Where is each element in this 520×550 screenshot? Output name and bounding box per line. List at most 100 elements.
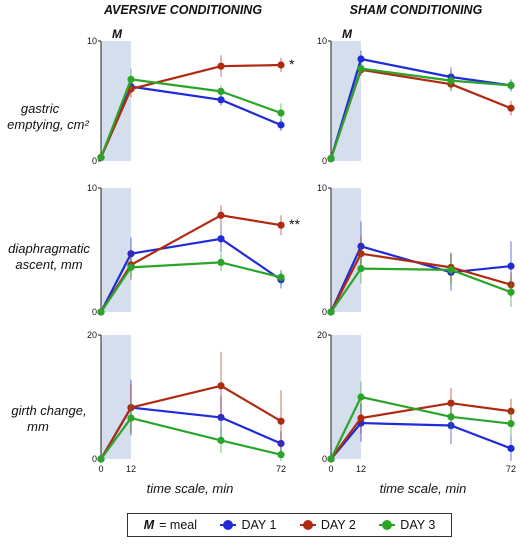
aversive-girth-x-tick-label-0: 0 [98,464,103,474]
sham-diaphragmatic-day3-line [330,267,512,313]
aversive-diaphragmatic-day3-point-3 [277,273,285,281]
sham-gastric-day2-point-3 [507,104,515,112]
aversive-gastric-meal-marker: M [112,27,123,41]
column-title-sham: SHAM CONDITIONING [350,3,483,17]
sham-diaphragmatic-y-tick-label-top: 10 [317,183,327,193]
sham-girth-day2-point-1 [357,414,365,422]
sham-gastric-y-tick-label-bottom: 0 [322,156,327,166]
sham-gastric-y-tick-label-top: 10 [317,36,327,46]
legend-meal-text: = meal [159,518,198,532]
aversive-diaphragmatic-day3-line [100,261,282,313]
aversive-gastric-day2-line [99,63,282,158]
aversive-gastric-y-tick-label-bottom: 0 [92,156,97,166]
sham-girth-day3-point-3 [507,420,515,428]
column-title-aversive: AVERSIVE CONDITIONING [103,3,262,17]
aversive-girth-day3-point-3 [277,451,285,459]
sham-girth-day3-point-0 [327,455,335,463]
sham-diaphragmatic-meal-window [331,188,361,312]
aversive-diaphragmatic-day1-line [100,237,282,313]
sham-gastric-day1-line [329,57,512,159]
aversive-girth-x-tick-label-72: 72 [276,464,286,474]
aversive-gastric-day1-point-3 [277,121,285,129]
sham-girth-day1-line [330,421,512,460]
sham-girth-y-tick-label-bottom: 0 [322,454,327,464]
sham-diaphragmatic-day1-point-3 [507,262,515,270]
sham-girth-y-tick-label-top: 20 [317,330,327,340]
sham-gastric-day3-point-1 [357,65,365,73]
legend-day2-label: DAY 2 [320,518,356,532]
sham-gastric-day3-point-2 [447,77,455,85]
aversive-gastric-day3-point-3 [277,109,285,117]
aversive-diaphragmatic-day2-point-3 [277,221,285,229]
aversive-diaphragmatic-day1-point-2 [217,235,225,243]
aversive-girth-day3-point-0 [97,455,105,463]
aversive-diaphragmatic-day3-point-2 [217,258,225,266]
sham-girth-x-tick-label-0: 0 [328,464,333,474]
legend-day1-marker [220,520,237,530]
sham-diaphragmatic-y-tick-label-bottom: 0 [322,307,327,317]
sham-diaphragmatic-day3-point-2 [447,266,455,274]
aversive-girth-day3-point-1 [127,414,135,422]
legend-meal-key: M = meal [144,518,197,532]
sham-girth-day1-point-3 [507,444,515,453]
aversive-girth-y-tick-label-top: 20 [87,330,97,340]
sham-diaphragmatic-day2-line [330,252,512,313]
aversive-gastric-day3-line [99,78,282,158]
sham-girth-day3-line [330,395,512,460]
aversive-girth-day3-point-2 [217,436,225,444]
legend-day3-marker [379,520,396,530]
x-axis-label-aversive: time scale, min [147,481,234,496]
aversive-diaphragmatic-day2-point-2 [217,211,225,219]
aversive-gastric-day1-point-2 [217,96,225,104]
aversive-gastric-day3-point-2 [217,87,225,95]
aversive-gastric-significance-label: * [289,56,295,72]
aversive-gastric-day3-point-1 [127,75,135,83]
legend-day2: DAY 2 [299,518,356,532]
aversive-girth-y-tick-label-bottom: 0 [92,454,97,464]
sham-girth-day2-point-2 [447,399,455,407]
aversive-diaphragmatic-y-tick-label-top: 10 [87,183,97,193]
sham-girth-day3-point-1 [357,393,365,401]
aversive-diaphragmatic-meal-window [101,188,131,312]
row-label-diaphragm-1: diaphragmatic [8,241,90,256]
aversive-gastric-day2-point-2 [217,62,225,70]
legend: M = meal DAY 1 DAY 2 DAY 3 [127,513,452,537]
sham-diaphragmatic-day3-point-0 [327,308,335,316]
aversive-gastric-y-tick-label-top: 10 [87,36,97,46]
legend-day1-label: DAY 1 [241,518,277,532]
aversive-diaphragmatic-y-tick-label-bottom: 0 [92,307,97,317]
row-label-girth-2: mm [27,419,49,434]
aversive-girth-day3-line [100,416,282,460]
sham-girth-day3-point-2 [447,413,455,421]
legend-meal-letter: M [143,518,155,532]
sham-diaphragmatic-day3-point-3 [507,288,515,296]
legend-day1: DAY 1 [220,518,276,532]
row-label-girth-1: girth change, [11,403,86,418]
legend-day3: DAY 3 [379,518,435,532]
aversive-girth-day2-line [100,384,282,460]
sham-gastric-day1-point-1 [357,55,365,63]
aversive-girth-day2-point-3 [277,417,285,425]
sham-girth-x-tick-label-12: 12 [356,464,366,474]
aversive-gastric-day3-point-0 [97,153,105,161]
x-axis-label-sham: time scale, min [380,481,467,496]
sham-gastric-day3-point-0 [327,155,335,163]
row-label-gastric-1: gastric [21,101,60,116]
row-label-gastric-2: emptying, cm² [7,117,89,132]
aversive-gastric-day2-point-3 [277,61,285,69]
aversive-diaphragmatic-significance-label: ** [289,216,300,232]
sham-girth-x-tick-label-72: 72 [506,464,516,474]
aversive-diaphragmatic-day3-point-0 [97,308,105,316]
legend-day2-marker [299,520,316,530]
aversive-girth-x-tick-label-12: 12 [126,464,136,474]
aversive-girth-day2-point-2 [217,382,225,390]
legend-day3-label: DAY 3 [400,518,436,532]
sham-diaphragmatic-day1-line [329,245,512,313]
sham-gastric-day3-point-3 [507,81,515,89]
sham-gastric-day3-line [329,67,512,159]
row-label-diaphragm-2: ascent, mm [15,257,82,272]
sham-gastric-meal-marker: M [342,27,353,41]
sham-girth-day2-line [330,402,512,460]
